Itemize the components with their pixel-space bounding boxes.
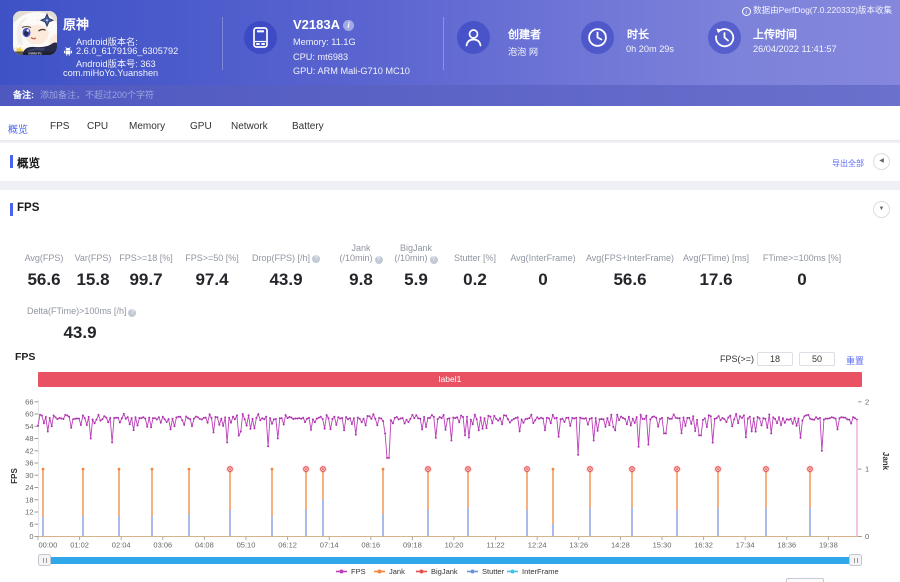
svg-text:05:10: 05:10 [237, 541, 256, 550]
svg-text:48: 48 [25, 434, 33, 443]
svg-text:54: 54 [25, 422, 33, 431]
svg-text:36: 36 [25, 459, 33, 468]
svg-text:12:24: 12:24 [528, 541, 547, 550]
svg-text:FPS: FPS [10, 468, 19, 484]
svg-text:03:06: 03:06 [153, 541, 172, 550]
svg-text:18: 18 [25, 495, 33, 504]
svg-text:miHoYo: miHoYo [28, 52, 42, 55]
svg-text:Jank: Jank [881, 452, 890, 471]
svg-text:01:02: 01:02 [70, 541, 89, 550]
svg-text:13:26: 13:26 [569, 541, 588, 550]
svg-text:09:18: 09:18 [403, 541, 422, 550]
svg-text:1: 1 [865, 465, 869, 474]
svg-text:11:22: 11:22 [486, 541, 504, 550]
svg-text:0: 0 [865, 532, 869, 541]
svg-text:42: 42 [25, 446, 33, 455]
svg-text:14:28: 14:28 [611, 541, 630, 550]
svg-text:02:04: 02:04 [112, 541, 131, 550]
svg-text:60: 60 [25, 410, 33, 419]
svg-text:06:12: 06:12 [278, 541, 297, 550]
svg-text:04:08: 04:08 [195, 541, 214, 550]
svg-text:30: 30 [25, 471, 33, 480]
svg-text:17:34: 17:34 [736, 541, 755, 550]
svg-text:08:16: 08:16 [361, 541, 380, 550]
svg-text:0: 0 [29, 532, 33, 541]
svg-text:18:36: 18:36 [777, 541, 796, 550]
svg-text:12: 12 [25, 508, 33, 517]
svg-text:00:00: 00:00 [39, 541, 58, 550]
svg-text:15:30: 15:30 [653, 541, 672, 550]
svg-text:66: 66 [25, 397, 33, 406]
svg-text:19:38: 19:38 [819, 541, 838, 550]
svg-text:6: 6 [29, 520, 33, 529]
svg-text:07:14: 07:14 [320, 541, 339, 550]
svg-text:2: 2 [865, 397, 869, 406]
svg-text:24: 24 [25, 483, 33, 492]
svg-text:16:32: 16:32 [694, 541, 713, 550]
svg-text:10:20: 10:20 [445, 541, 464, 550]
